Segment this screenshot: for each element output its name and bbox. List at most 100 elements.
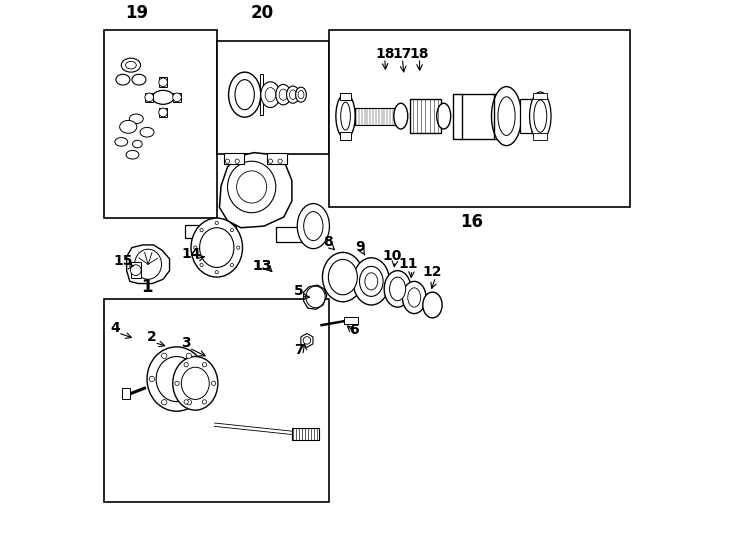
Ellipse shape: [215, 271, 219, 274]
Text: 7: 7: [294, 343, 304, 357]
Text: 19: 19: [125, 4, 148, 22]
Ellipse shape: [298, 91, 304, 99]
Bar: [123, 388, 130, 399]
Polygon shape: [330, 30, 630, 207]
Ellipse shape: [228, 161, 276, 213]
Ellipse shape: [268, 159, 272, 163]
Ellipse shape: [172, 93, 181, 102]
Ellipse shape: [289, 90, 297, 99]
Ellipse shape: [181, 367, 209, 400]
Text: 6: 6: [349, 323, 359, 336]
Text: 8: 8: [324, 235, 333, 249]
Ellipse shape: [360, 266, 383, 296]
Ellipse shape: [126, 62, 137, 69]
Bar: [534, 92, 547, 99]
Bar: [260, 75, 263, 115]
Ellipse shape: [236, 246, 240, 249]
Polygon shape: [104, 30, 217, 218]
Ellipse shape: [297, 204, 330, 248]
Bar: [340, 132, 351, 140]
Polygon shape: [104, 299, 330, 502]
Bar: [344, 318, 358, 325]
Ellipse shape: [186, 353, 192, 359]
Bar: [131, 262, 141, 278]
Ellipse shape: [153, 90, 174, 104]
Ellipse shape: [121, 58, 141, 72]
Ellipse shape: [235, 79, 254, 110]
Ellipse shape: [191, 218, 242, 277]
Ellipse shape: [159, 108, 167, 117]
Ellipse shape: [390, 277, 406, 301]
Ellipse shape: [534, 100, 547, 132]
Ellipse shape: [276, 84, 291, 105]
Ellipse shape: [131, 265, 141, 275]
Ellipse shape: [235, 159, 239, 163]
Text: 2: 2: [146, 330, 156, 344]
Ellipse shape: [172, 356, 218, 410]
Ellipse shape: [265, 87, 276, 102]
Ellipse shape: [408, 288, 421, 307]
Bar: [520, 99, 531, 133]
Text: 3: 3: [181, 335, 190, 349]
Ellipse shape: [303, 336, 310, 344]
Ellipse shape: [322, 252, 363, 302]
Ellipse shape: [236, 171, 266, 203]
Ellipse shape: [200, 264, 203, 267]
Ellipse shape: [149, 376, 155, 382]
Ellipse shape: [336, 93, 355, 139]
Text: 13: 13: [252, 259, 272, 273]
Ellipse shape: [211, 381, 216, 386]
Bar: [266, 153, 287, 164]
Polygon shape: [304, 285, 327, 309]
Text: 14: 14: [181, 247, 201, 261]
Bar: [531, 101, 540, 131]
Bar: [534, 133, 547, 140]
Ellipse shape: [194, 246, 197, 249]
Ellipse shape: [200, 228, 203, 232]
Ellipse shape: [423, 292, 442, 318]
Text: 18: 18: [410, 48, 429, 62]
Ellipse shape: [159, 78, 167, 86]
Ellipse shape: [215, 221, 219, 225]
Polygon shape: [219, 153, 292, 228]
Ellipse shape: [498, 97, 515, 136]
Ellipse shape: [279, 89, 288, 100]
Text: 10: 10: [382, 248, 401, 262]
Bar: [145, 92, 153, 102]
Ellipse shape: [184, 362, 189, 367]
Polygon shape: [217, 41, 330, 154]
Bar: [292, 428, 319, 440]
Ellipse shape: [186, 400, 192, 405]
Ellipse shape: [492, 86, 522, 146]
Polygon shape: [301, 333, 313, 347]
Ellipse shape: [394, 103, 408, 129]
Ellipse shape: [230, 264, 233, 267]
Polygon shape: [127, 245, 170, 284]
Ellipse shape: [175, 381, 179, 386]
Text: 16: 16: [460, 213, 483, 232]
Ellipse shape: [184, 400, 189, 404]
Ellipse shape: [161, 400, 167, 405]
Bar: [159, 107, 167, 117]
Ellipse shape: [365, 273, 378, 290]
Ellipse shape: [437, 103, 451, 129]
Ellipse shape: [120, 120, 137, 133]
Ellipse shape: [115, 138, 128, 146]
Ellipse shape: [203, 362, 206, 367]
Bar: [172, 92, 181, 102]
Bar: [159, 78, 167, 87]
Bar: [224, 153, 244, 164]
Ellipse shape: [132, 75, 146, 85]
Ellipse shape: [286, 86, 299, 103]
Ellipse shape: [203, 400, 206, 404]
Bar: [410, 99, 441, 133]
Ellipse shape: [200, 228, 234, 267]
Ellipse shape: [147, 347, 206, 411]
Text: 5: 5: [294, 284, 303, 298]
Ellipse shape: [306, 286, 325, 308]
Text: 1: 1: [141, 278, 153, 296]
Ellipse shape: [304, 212, 323, 241]
Text: 15: 15: [114, 254, 133, 268]
Ellipse shape: [133, 140, 142, 148]
Ellipse shape: [228, 72, 261, 117]
